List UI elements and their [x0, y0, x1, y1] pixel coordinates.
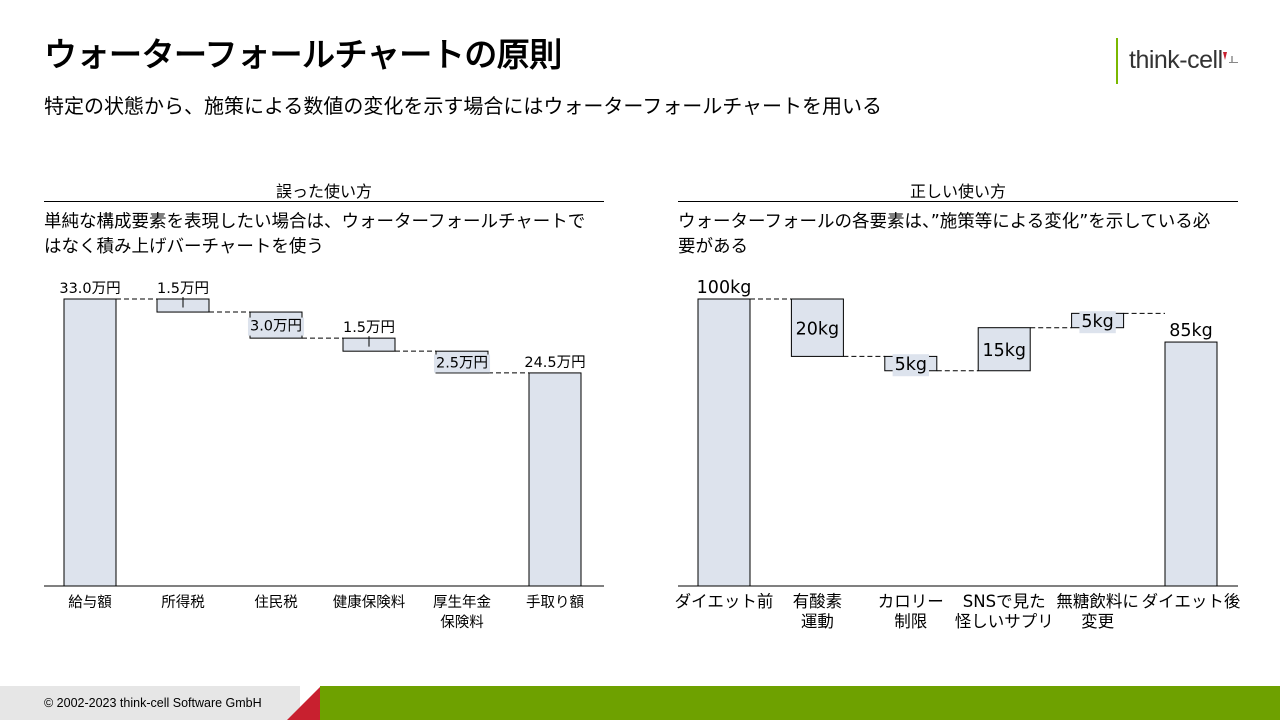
category-label: 運動	[801, 612, 834, 631]
logo-divider	[1116, 38, 1118, 84]
left-panel-heading: 誤った使い方	[275, 182, 372, 201]
value-label: 85kg	[1169, 321, 1213, 341]
category-label: 無糖飲料に	[1056, 592, 1139, 611]
category-label: 健康保険料	[333, 594, 406, 611]
page-title: ウォーターフォールチャートの原則	[44, 35, 562, 74]
category-label: 制限	[894, 612, 927, 631]
category-label: 厚生年金	[433, 594, 491, 611]
value-label-bg	[1079, 311, 1116, 334]
category-label: カロリー	[878, 592, 944, 611]
logo-text: think-cell	[1129, 46, 1223, 74]
right-panel-description: ウォーターフォールの各要素は、”施策等による変化”を示している必 要がある	[678, 210, 1258, 260]
footer: © 2002-2023 think-cell Software GmbH	[0, 686, 1280, 720]
value-label: 15kg	[982, 341, 1026, 361]
value-label-bg	[433, 354, 491, 373]
left-panel-rule	[44, 201, 604, 202]
value-label: 5kg	[895, 355, 927, 375]
category-label: 変更	[1081, 612, 1114, 631]
value-label: 1.5万円	[343, 320, 395, 336]
value-label: 5kg	[1081, 312, 1113, 332]
right-panel-heading: 正しい使い方	[909, 182, 1006, 201]
value-label: 2.5万円	[436, 356, 488, 372]
right-description-line-2: 要がある	[678, 237, 748, 257]
footer-grey-band	[0, 686, 300, 720]
right-description-line-1: ウォーターフォールの各要素は、”施策等による変化”を示している必	[678, 212, 1211, 232]
value-label: 3.0万円	[250, 319, 302, 335]
right-panel-rule	[678, 201, 1238, 202]
footer-copyright: © 2002-2023 think-cell Software GmbH	[44, 696, 262, 710]
category-label: 所得税	[161, 594, 205, 611]
logo-mark-icon	[1223, 52, 1238, 63]
category-label: ダイエット後	[1142, 592, 1241, 611]
bar-1	[63, 298, 117, 587]
left-panel-description: 単純な構成要素を表現したい場合は、ウォーターフォールチャートで はなく積み上げバ…	[44, 210, 614, 260]
category-label: 怪しいサプリ	[955, 612, 1054, 631]
value-label: 24.5万円	[524, 355, 585, 371]
category-label: SNSで見た	[963, 592, 1046, 611]
value-label: 20kg	[796, 319, 840, 339]
think-cell-logo: think-cell	[1116, 38, 1246, 84]
category-label: 給与額	[68, 594, 112, 611]
value-label-bg	[892, 354, 929, 377]
left-description-line-2: はなく積み上げバーチャートを使う	[44, 237, 324, 257]
value-label-bg	[980, 339, 1028, 362]
page-subtitle: 特定の状態から、施策による数値の変化を示す場合にはウォーターフォールチャートを用…	[44, 94, 882, 118]
category-label: 手取り額	[526, 594, 584, 611]
bar-1	[697, 298, 751, 587]
bar-6	[528, 372, 582, 587]
footer-green-band	[320, 686, 1280, 720]
category-label: 住民税	[254, 594, 298, 611]
category-label: 有酸素	[793, 592, 843, 611]
value-label-bg	[793, 318, 842, 341]
value-label: 33.0万円	[59, 281, 120, 297]
category-label: ダイエット前	[675, 592, 774, 611]
category-label: 保険料	[440, 614, 484, 631]
value-label-bg	[247, 317, 305, 336]
left-description-line-1: 単純な構成要素を表現したい場合は、ウォーターフォールチャートで	[44, 212, 586, 232]
value-label: 1.5万円	[157, 281, 209, 297]
bar-6	[1164, 341, 1218, 587]
value-label: 100kg	[697, 278, 752, 298]
